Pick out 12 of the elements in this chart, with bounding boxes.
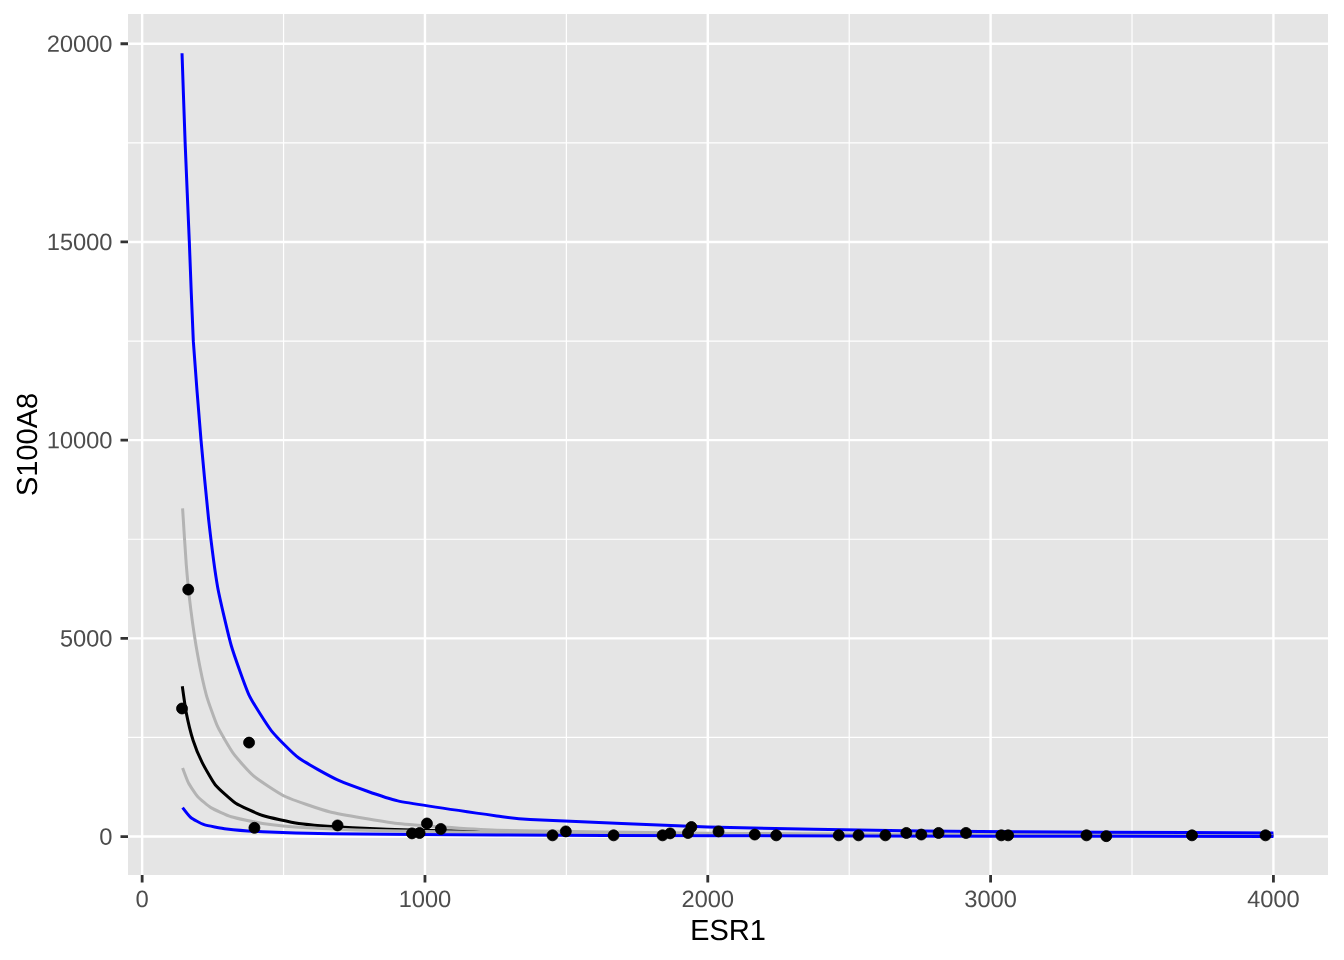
x-tick-label: 2000	[682, 890, 734, 908]
y-axis-title: S100A8	[16, 394, 38, 495]
y-tick-label: 15000	[48, 233, 112, 251]
x-axis-title: ESR1	[692, 919, 765, 941]
y-tick-label: 0	[100, 828, 112, 845]
x-tick-label: 1000	[400, 890, 451, 908]
y-tick-label: 20000	[48, 35, 112, 53]
x-tick-label: 3000	[965, 890, 1016, 908]
x-tick-label: 0	[136, 890, 148, 908]
y-tick-label: 10000	[48, 431, 112, 449]
x-tick-label: 4000	[1247, 890, 1299, 908]
y-tick-label: 5000	[60, 630, 112, 647]
